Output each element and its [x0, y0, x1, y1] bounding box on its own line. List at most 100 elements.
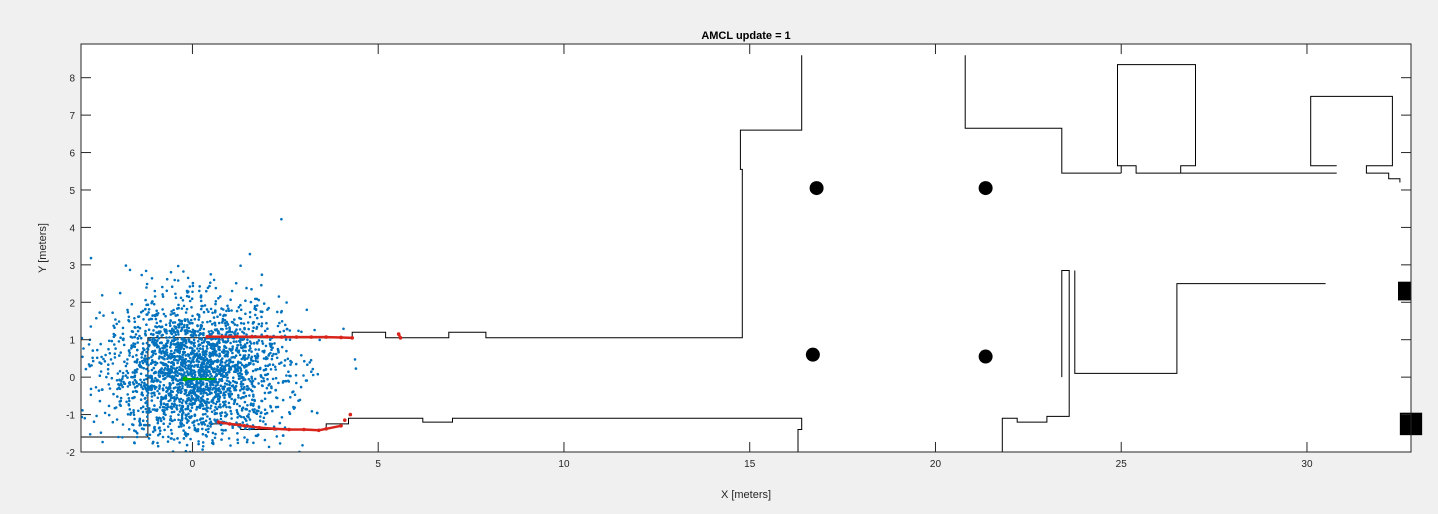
particle-point [263, 438, 267, 442]
particle-point [198, 369, 202, 373]
particle-point [248, 409, 251, 413]
particle-point [203, 423, 207, 426]
particle-point [140, 381, 144, 384]
particle-point [209, 404, 213, 408]
particle-point [171, 321, 175, 324]
particle-point [266, 357, 269, 360]
particle-point [166, 367, 170, 370]
particle-point [174, 314, 178, 317]
scan-segment-21 [325, 424, 342, 431]
particle-point [269, 404, 272, 408]
particle-point [233, 333, 237, 336]
particle-point [252, 404, 255, 407]
particle-point [239, 264, 242, 268]
particle-point [204, 355, 207, 359]
particle-point [309, 358, 313, 362]
particle-point [193, 373, 197, 376]
particle-point [146, 394, 149, 397]
particle-point [172, 410, 176, 414]
particle-point [208, 354, 211, 358]
particle-point [170, 285, 174, 289]
particle-point [158, 350, 161, 354]
particle-point [190, 297, 194, 301]
particle-point [229, 348, 232, 352]
particle-point [176, 279, 180, 282]
particle-point [243, 436, 246, 439]
particle-point [119, 396, 123, 400]
particle-point [196, 347, 199, 350]
particle-point [173, 351, 176, 355]
particle-point [236, 441, 240, 445]
particle-point [213, 321, 217, 325]
particle-point [159, 429, 162, 433]
particle-point [240, 363, 244, 367]
particle-point [185, 421, 189, 424]
particle-point [166, 374, 170, 378]
particle-point [226, 387, 229, 391]
particle-point [132, 342, 135, 345]
particle-point [226, 376, 229, 380]
particle-point [165, 277, 169, 281]
particle-point [106, 367, 110, 371]
particle-point [138, 422, 142, 425]
particle-point [118, 354, 121, 357]
particle-point [283, 359, 287, 362]
particle-point [217, 405, 221, 409]
particle-point [209, 372, 212, 376]
particle-point [200, 341, 204, 345]
particle-point [175, 393, 178, 397]
particle-point [164, 395, 168, 399]
pose-layer [182, 376, 215, 382]
particle-point [201, 370, 204, 373]
particle-point [197, 349, 200, 353]
particle-point [154, 363, 157, 367]
particle-point [123, 382, 126, 386]
particle-point [140, 385, 143, 389]
particle-point [216, 369, 219, 373]
particle-point [131, 423, 134, 426]
particle-point [126, 393, 129, 396]
particle-point [293, 406, 297, 409]
particle-point [151, 385, 154, 389]
particle-point [157, 336, 161, 340]
particle-point [266, 327, 269, 331]
particle-point [102, 314, 105, 317]
particle-point [139, 398, 143, 402]
particle-point [208, 320, 212, 323]
particle-point [202, 362, 206, 366]
particle-point [262, 302, 266, 305]
particle-point [299, 385, 303, 389]
particle-point [180, 367, 183, 371]
particle-point [143, 358, 146, 362]
particle-point [172, 363, 176, 367]
particle-point [186, 353, 190, 356]
particle-point [147, 408, 151, 411]
particle-point [151, 361, 155, 364]
particle-point [207, 401, 211, 404]
particle-point [238, 374, 242, 378]
particle-point [223, 322, 227, 325]
particle-point [158, 432, 162, 436]
particle-point [192, 344, 196, 347]
particle-point [187, 364, 190, 367]
particle-point [165, 289, 169, 293]
particle-point [214, 300, 218, 303]
particle-point [207, 427, 210, 431]
particle-point [238, 353, 242, 357]
particle-point [110, 376, 114, 380]
particle-point [244, 299, 247, 303]
particle-point [260, 324, 263, 328]
particle-point [216, 330, 220, 333]
particle-point [254, 348, 257, 351]
particle-point [221, 374, 225, 378]
particle-point [214, 405, 217, 409]
particle-point [150, 399, 154, 402]
particle-point [148, 343, 151, 347]
scan-segment-13 [218, 420, 230, 426]
particle-point [235, 381, 238, 385]
particle-point [172, 335, 175, 338]
particle-point [107, 383, 111, 386]
particle-point [227, 401, 231, 405]
particle-point [249, 379, 252, 383]
particle-point [154, 376, 157, 380]
